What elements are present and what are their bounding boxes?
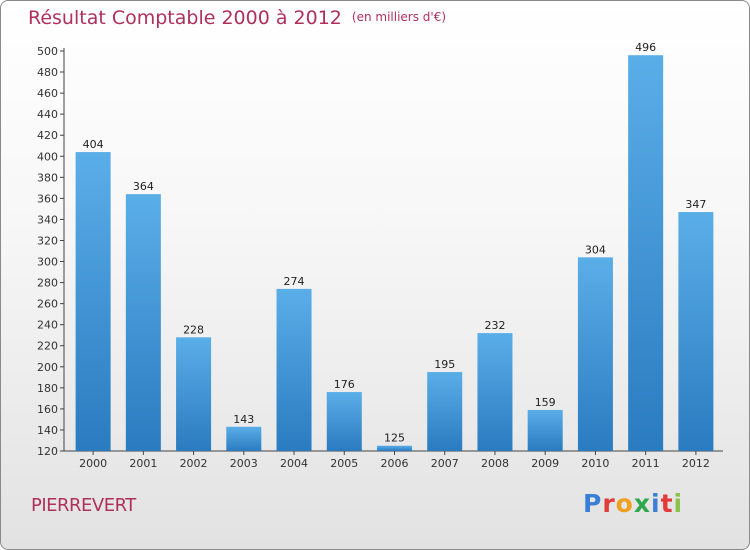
y-tick-label: 300 (37, 256, 58, 269)
y-tick-label: 380 (37, 171, 58, 184)
bar (577, 257, 613, 451)
y-tick-label: 400 (37, 150, 58, 163)
y-tick-label: 360 (37, 192, 58, 205)
y-tick-label: 500 (37, 45, 58, 58)
y-tick-label: 200 (37, 361, 58, 374)
title-text: Résultat Comptable 2000 à 2012 (28, 7, 342, 29)
bar (326, 392, 362, 451)
logo-letter: r (602, 489, 616, 518)
bar (276, 288, 312, 451)
x-tick-label: 2006 (381, 457, 409, 470)
data-label: 143 (233, 413, 254, 426)
x-tick-label: 2011 (632, 457, 660, 470)
logo-letter: P (583, 489, 603, 518)
data-label: 496 (635, 41, 656, 54)
data-label: 125 (384, 432, 405, 445)
y-tick-label: 480 (37, 66, 58, 79)
bar (678, 212, 714, 451)
logo-letter: t (660, 489, 674, 518)
y-tick-label: 220 (37, 340, 58, 353)
x-tick-label: 2004 (280, 457, 308, 470)
proxiti-logo: Proxiti (583, 489, 683, 518)
bar (226, 426, 262, 451)
chart-title: Résultat Comptable 2000 à 2012 (en millie… (28, 7, 446, 29)
data-label: 176 (334, 378, 355, 391)
y-tick-label: 320 (37, 234, 58, 247)
x-tick-label: 2012 (682, 457, 710, 470)
y-tick-label: 280 (37, 277, 58, 290)
data-label: 195 (434, 358, 455, 371)
bar (377, 445, 412, 451)
commune-name: PIERREVERT (31, 495, 136, 516)
logo-letter: i (651, 489, 661, 518)
bar (427, 372, 463, 451)
x-tick-label: 2010 (581, 457, 609, 470)
x-tick-label: 2003 (230, 457, 258, 470)
y-tick-label: 460 (37, 87, 58, 100)
data-label: 304 (585, 243, 606, 256)
logo-letter: o (615, 489, 634, 518)
x-tick-label: 2005 (330, 457, 358, 470)
bar (527, 409, 563, 451)
y-tick-label: 340 (37, 213, 58, 226)
x-tick-label: 2007 (431, 457, 459, 470)
y-tick-label: 240 (37, 319, 58, 332)
bar (176, 337, 212, 451)
y-tick-label: 260 (37, 298, 58, 311)
data-label: 228 (183, 323, 204, 336)
x-tick-label: 2009 (531, 457, 559, 470)
x-tick-label: 2008 (481, 457, 509, 470)
y-tick-label: 120 (37, 445, 58, 458)
data-label: 159 (535, 396, 556, 409)
x-tick-label: 2001 (129, 457, 157, 470)
data-label: 364 (133, 180, 154, 193)
bar (628, 55, 664, 452)
bar (125, 194, 161, 451)
y-tick-label: 160 (37, 403, 58, 416)
y-tick-label: 420 (37, 129, 58, 142)
logo-letter: i (673, 489, 684, 518)
data-label: 274 (284, 275, 305, 288)
data-label: 404 (83, 138, 104, 151)
x-tick-label: 2000 (79, 457, 107, 470)
chart-subtitle: (en milliers d'€) (351, 10, 447, 24)
y-tick-label: 180 (37, 382, 58, 395)
x-tick-label: 2002 (180, 457, 208, 470)
y-tick-label: 140 (37, 424, 58, 437)
bar (477, 333, 513, 451)
y-tick-label: 440 (37, 108, 58, 121)
logo-letter: x (633, 489, 651, 518)
data-label: 347 (685, 198, 706, 211)
bar (75, 152, 111, 452)
data-label: 232 (484, 319, 505, 332)
